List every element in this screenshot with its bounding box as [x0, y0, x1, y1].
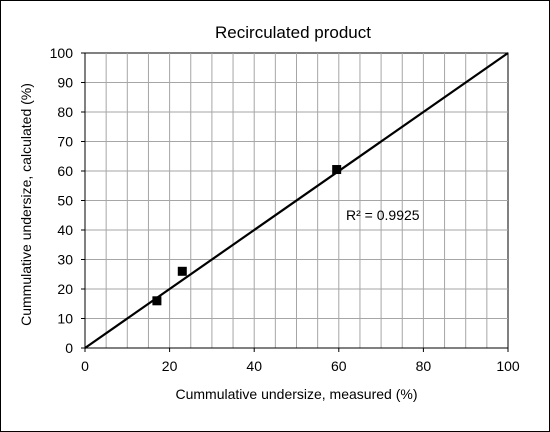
data-points — [152, 165, 342, 306]
data-point — [332, 165, 342, 175]
y-tick-label: 60 — [57, 163, 73, 179]
y-tick-label: 0 — [65, 340, 73, 356]
data-point — [177, 266, 187, 276]
x-tick-label: 80 — [416, 358, 432, 374]
x-tick-label: 0 — [81, 358, 89, 374]
x-axis-title: Cummulative undersize, measured (%) — [176, 386, 418, 402]
y-tick-label: 50 — [57, 193, 73, 209]
data-point — [152, 296, 162, 306]
chart-title: Recirculated product — [215, 23, 371, 42]
x-tick-label: 60 — [331, 358, 347, 374]
y-tick-label: 70 — [57, 134, 73, 150]
y-tick-label: 10 — [57, 311, 73, 327]
r-squared-annotation: R² = 0.9925 — [346, 207, 420, 223]
y-tick-label: 80 — [57, 104, 73, 120]
y-tick-label: 30 — [57, 252, 73, 268]
x-tick-label: 20 — [162, 358, 178, 374]
x-tick-label: 100 — [496, 358, 520, 374]
x-tick-label: 40 — [246, 358, 262, 374]
y-tick-label: 20 — [57, 281, 73, 297]
y-tick-label: 90 — [57, 75, 73, 91]
y-axis-title: Cummulative undersize, calculated (%) — [18, 83, 34, 326]
y-tick-label: 40 — [57, 222, 73, 238]
tick-labels: 0 20 40 60 80 100 0 10 20 30 40 50 60 70 80 90 100 — [50, 45, 520, 374]
y-tick-label: 100 — [50, 45, 74, 61]
